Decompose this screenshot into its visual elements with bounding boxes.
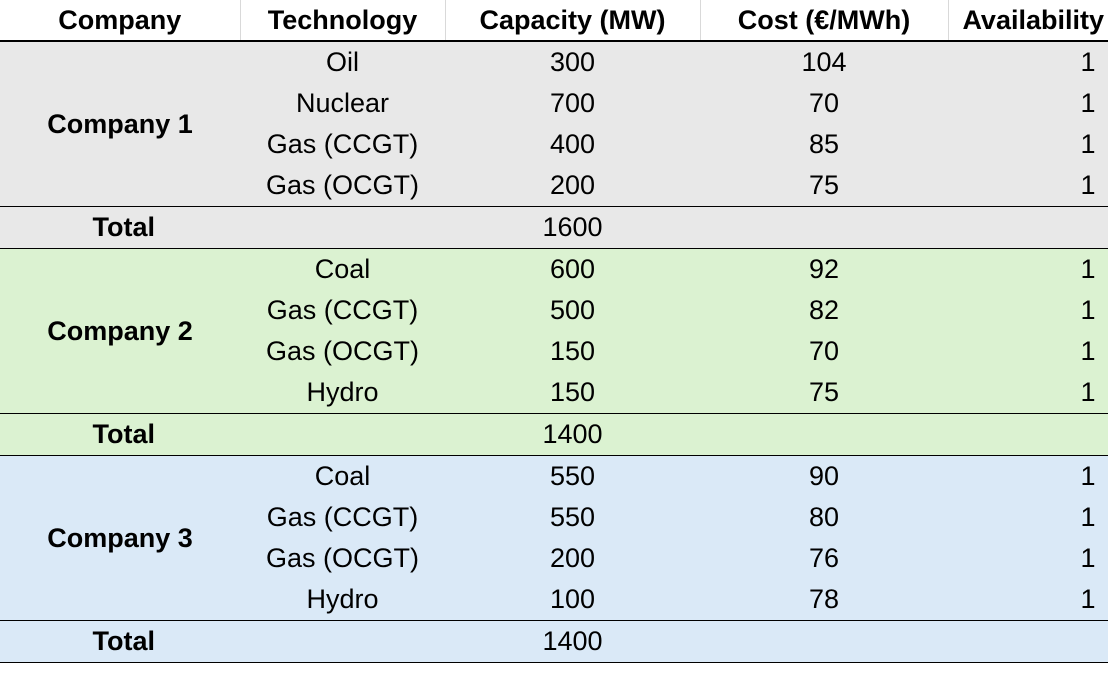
table-row: Company 2 Coal 600 92 1 (0, 248, 1108, 414)
empty-cell (240, 413, 445, 456)
total-capacity: 1400 (445, 620, 700, 663)
cost-cell: 92 (700, 248, 948, 290)
cost-cell: 76 (700, 538, 948, 579)
total-row: Total 1600 (0, 206, 1108, 249)
technology-cell: Oil (240, 41, 445, 83)
capacity-cell: 200 (445, 165, 700, 207)
capacity-cell: 150 (445, 331, 700, 372)
availability-cell: 1 (948, 538, 1108, 579)
empty-cell (948, 620, 1108, 663)
capacity-cell: 700 (445, 83, 700, 124)
cost-cell: 70 (700, 331, 948, 372)
total-row: Total 1400 (0, 413, 1108, 456)
total-label: Total (0, 413, 240, 456)
capacity-cell: 150 (445, 372, 700, 414)
header-company: Company (0, 0, 241, 42)
table-row: Company 1 Oil 300 104 1 (0, 41, 1108, 207)
company-name: Company 3 (0, 455, 240, 621)
header-row: Company Technology Capacity (MW) Cost (€… (0, 0, 1108, 42)
technology-cell: Gas (CCGT) (240, 290, 445, 331)
capacity-cell: 500 (445, 290, 700, 331)
header-cost: Cost (€/MWh) (700, 0, 949, 42)
table-row: Gas (OCGT) 200 76 1 (0, 538, 1108, 579)
empty-cell (948, 206, 1108, 249)
empty-cell (700, 413, 948, 456)
technology-cell: Gas (OCGT) (240, 538, 445, 579)
availability-cell: 1 (948, 41, 1108, 83)
empty-cell (700, 620, 948, 663)
total-capacity: 1600 (445, 206, 700, 249)
table-row: Nuclear 700 70 1 (0, 83, 1108, 124)
empty-cell (240, 620, 445, 663)
availability-cell: 1 (948, 165, 1108, 207)
total-label: Total (0, 620, 240, 663)
capacity-cell: 600 (445, 248, 700, 290)
company-name: Company 1 (0, 41, 240, 207)
company-name: Company 2 (0, 248, 240, 414)
technology-cell: Coal (240, 455, 445, 497)
availability-cell: 1 (948, 372, 1108, 414)
cost-cell: 80 (700, 497, 948, 538)
technology-cell: Gas (CCGT) (240, 124, 445, 165)
availability-cell: 1 (948, 455, 1108, 497)
cost-cell: 78 (700, 579, 948, 621)
capacity-cell: 100 (445, 579, 700, 621)
header-technology: Technology (240, 0, 446, 42)
total-label: Total (0, 206, 240, 249)
empty-cell (700, 206, 948, 249)
table-row: Gas (CCGT) 400 85 1 (0, 124, 1108, 165)
cost-cell: 75 (700, 165, 948, 207)
technology-cell: Hydro (240, 579, 445, 621)
cost-cell: 82 (700, 290, 948, 331)
cost-cell: 85 (700, 124, 948, 165)
total-capacity: 1400 (445, 413, 700, 456)
table-row: Hydro 150 75 1 (0, 372, 1108, 414)
table-row: Gas (CCGT) 550 80 1 (0, 497, 1108, 538)
header-capacity: Capacity (MW) (445, 0, 701, 42)
empty-cell (948, 413, 1108, 456)
table-row: Gas (OCGT) 150 70 1 (0, 331, 1108, 372)
availability-cell: 1 (948, 290, 1108, 331)
technology-cell: Nuclear (240, 83, 445, 124)
technology-cell: Gas (CCGT) (240, 497, 445, 538)
table-row: Company 3 Coal 550 90 1 (0, 455, 1108, 621)
cost-cell: 90 (700, 455, 948, 497)
availability-cell: 1 (948, 579, 1108, 621)
availability-cell: 1 (948, 497, 1108, 538)
capacity-cell: 550 (445, 497, 700, 538)
capacity-cell: 300 (445, 41, 700, 83)
availability-cell: 1 (948, 124, 1108, 165)
capacity-cell: 400 (445, 124, 700, 165)
cost-cell: 75 (700, 372, 948, 414)
availability-cell: 1 (948, 248, 1108, 290)
capacity-cell: 550 (445, 455, 700, 497)
table-row: Gas (CCGT) 500 82 1 (0, 290, 1108, 331)
technology-cell: Coal (240, 248, 445, 290)
empty-cell (240, 206, 445, 249)
availability-cell: 1 (948, 83, 1108, 124)
technology-cell: Gas (OCGT) (240, 331, 445, 372)
table-row: Gas (OCGT) 200 75 1 (0, 165, 1108, 207)
cost-cell: 104 (700, 41, 948, 83)
cost-cell: 70 (700, 83, 948, 124)
availability-cell: 1 (948, 331, 1108, 372)
technology-cell: Gas (OCGT) (240, 165, 445, 207)
header-availability: Availability (948, 0, 1108, 42)
capacity-cell: 200 (445, 538, 700, 579)
total-row: Total 1400 (0, 620, 1108, 663)
technology-cell: Hydro (240, 372, 445, 414)
table-row: Hydro 100 78 1 (0, 579, 1108, 621)
